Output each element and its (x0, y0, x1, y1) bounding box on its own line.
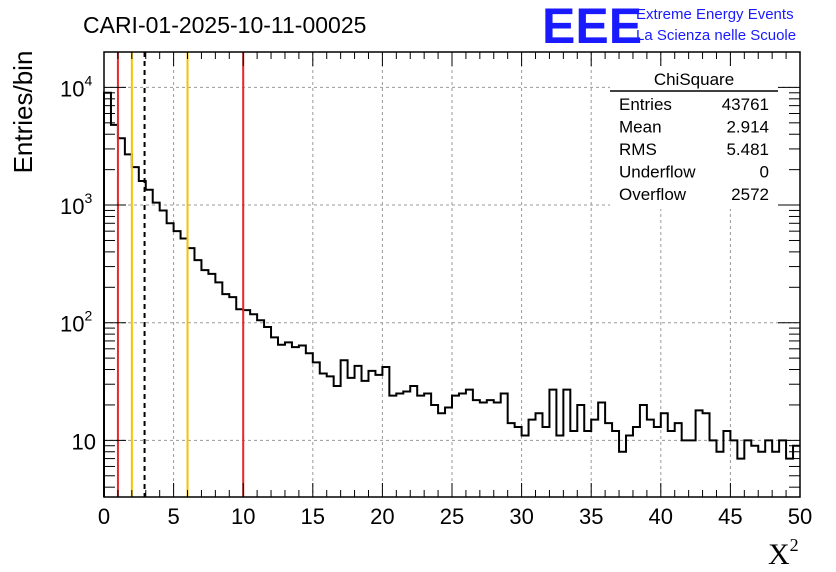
stats-row-label: Mean (619, 118, 662, 137)
y-tick-label-base: 10 (60, 76, 84, 101)
x-tick-label: 0 (98, 504, 110, 529)
y-tick-label-base: 10 (72, 429, 96, 454)
x-tick-label: 40 (649, 504, 673, 529)
x-tick-label: 20 (370, 504, 394, 529)
stats-row-value: 2.914 (726, 118, 769, 137)
x-tick-label: 10 (231, 504, 255, 529)
y-tick-label-exponent: 4 (84, 72, 92, 88)
y-tick-label: 103 (60, 190, 92, 219)
y-axis-title: Entries/bin (8, 51, 38, 174)
x-tick-label: 45 (718, 504, 742, 529)
x-axis-title-main: X (768, 538, 790, 571)
stats-row-value: 0 (760, 163, 769, 182)
stats-box-title: ChiSquare (654, 70, 734, 89)
x-tick-label: 15 (301, 504, 325, 529)
stats-box: ChiSquare Entries 43761 Mean 2.914 RMS 5.481 U… (610, 66, 778, 209)
y-tick-label: 102 (60, 308, 92, 337)
eee-logo: EEE Extreme Energy Events La Scienza nel… (542, 0, 796, 54)
histogram-layer (103, 91, 800, 497)
stats-row-label: Overflow (619, 185, 687, 204)
stats-row-value: 43761 (722, 95, 769, 114)
stats-row-label: RMS (619, 140, 657, 159)
x-tick-label: 5 (167, 504, 179, 529)
y-tick-label-base: 10 (60, 312, 84, 337)
stats-row-label: Entries (619, 95, 672, 114)
stats-row-value: 2572 (731, 185, 769, 204)
logo-line-1: Extreme Energy Events (636, 6, 794, 23)
stats-row-label: Underflow (619, 163, 696, 182)
x-axis-title: X2 (768, 535, 799, 571)
x-tick-label: 50 (788, 504, 812, 529)
y-tick-label-base: 10 (60, 194, 84, 219)
y-tick-label-exponent: 3 (84, 190, 92, 206)
x-tick-label: 35 (579, 504, 603, 529)
y-tick-label-exponent: 2 (84, 308, 92, 324)
logo-line-2: La Scienza nelle Scuole (636, 27, 796, 44)
eee-logo-text: EEE (542, 0, 642, 54)
y-tick-label: 104 (60, 72, 92, 101)
chart-title: CARI-01-2025-10-11-00025 (83, 12, 366, 38)
x-tick-label: 25 (440, 504, 464, 529)
x-tick-label: 30 (509, 504, 533, 529)
x-axis-title-sup: 2 (790, 535, 799, 555)
stats-row-value: 5.481 (726, 140, 769, 159)
ticks-layer (103, 51, 801, 497)
reference-lines-layer (116, 52, 245, 497)
histogram-outline (103, 91, 800, 497)
y-tick-label: 10 (72, 429, 96, 454)
stats-rows: Entries 43761 Mean 2.914 RMS 5.481 Underflow 0 O… (619, 95, 769, 204)
stats-box-background (610, 66, 778, 209)
